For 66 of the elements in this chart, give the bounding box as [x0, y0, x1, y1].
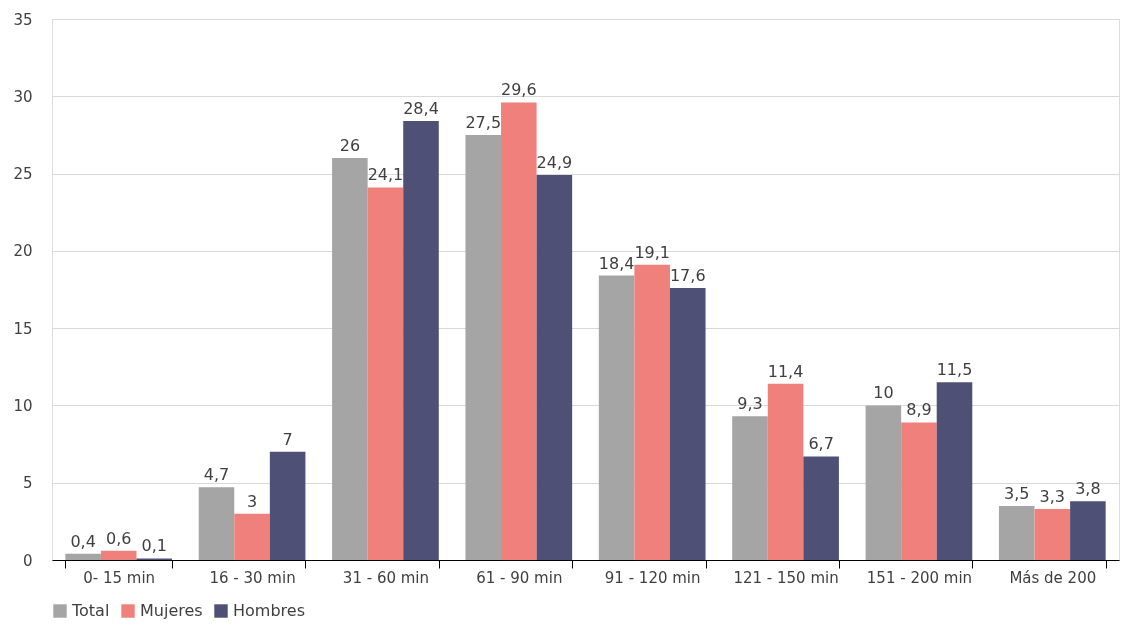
y-tick-label: 10: [13, 396, 33, 415]
data-label: 0,1: [141, 536, 167, 556]
data-label: 6,7: [808, 434, 834, 454]
data-label: 26: [339, 136, 361, 156]
bar: [1070, 501, 1106, 560]
legend-label: Mujeres: [140, 601, 203, 620]
data-label: 7: [282, 429, 293, 449]
bar: [998, 505, 1035, 560]
data-label: 3,3: [1039, 486, 1066, 506]
data-label: 11,4: [767, 361, 804, 381]
bar: [1034, 508, 1071, 560]
data-label: 3,8: [1075, 479, 1101, 499]
data-label: 29,6: [501, 80, 537, 100]
x-tick-label: 16 - 30 min: [209, 568, 296, 587]
data-label: 19,1: [634, 242, 670, 262]
data-label: 24,9: [536, 153, 573, 173]
bar: [198, 487, 235, 560]
y-tick-label: 25: [13, 165, 33, 184]
data-label: 9,3: [737, 394, 763, 414]
bar: [767, 383, 804, 560]
bar: [100, 550, 137, 560]
bar: [803, 456, 839, 560]
data-label: 17,6: [669, 265, 706, 285]
bar: [65, 553, 101, 560]
data-label: 11,5: [936, 360, 973, 380]
bar: [901, 422, 937, 560]
bar: [269, 451, 306, 560]
data-label: 4,7: [203, 465, 230, 485]
bar: [598, 275, 635, 560]
x-tick-label: 151 - 200 min: [866, 568, 973, 587]
data-label: 18,4: [598, 253, 635, 273]
y-tick-label: 15: [13, 319, 33, 338]
x-tick-label: 91 - 120 min: [604, 568, 701, 587]
data-label: 3,5: [1004, 483, 1030, 503]
bar: [865, 405, 902, 560]
data-label: 3: [246, 491, 258, 511]
bar: [234, 513, 270, 560]
bar: [501, 102, 537, 560]
x-tick-label: 0- 15 min: [83, 568, 156, 587]
x-tick-label: Más de 200: [1009, 568, 1097, 587]
x-tick-label: 31 - 60 min: [342, 568, 430, 587]
data-label: 10: [873, 383, 894, 403]
bar: [936, 382, 973, 560]
data-label: 24,1: [367, 165, 404, 185]
legend-label: Hombres: [233, 601, 305, 620]
bar: [332, 158, 368, 560]
bar: [403, 121, 439, 560]
y-tick-label: 35: [13, 10, 33, 29]
data-label: 27,5: [465, 112, 502, 132]
data-label: 0,4: [70, 531, 96, 551]
y-tick-label: 20: [13, 242, 33, 261]
y-tick-label: 30: [13, 87, 33, 106]
bar: [732, 416, 768, 560]
bar: [367, 187, 404, 560]
data-label: 8,9: [906, 400, 932, 420]
bar: [536, 175, 573, 560]
x-tick-label: 61 - 90 min: [476, 568, 563, 587]
data-label: 28,4: [403, 99, 439, 119]
legend-label: Total: [71, 601, 110, 620]
data-label: 0,6: [105, 528, 132, 548]
bar: [669, 287, 706, 560]
bar: [634, 264, 670, 560]
x-tick-label: 121 - 150 min: [733, 568, 839, 587]
y-tick-label: 0: [22, 551, 33, 570]
y-tick-label: 5: [22, 474, 33, 493]
bar: [465, 134, 502, 560]
